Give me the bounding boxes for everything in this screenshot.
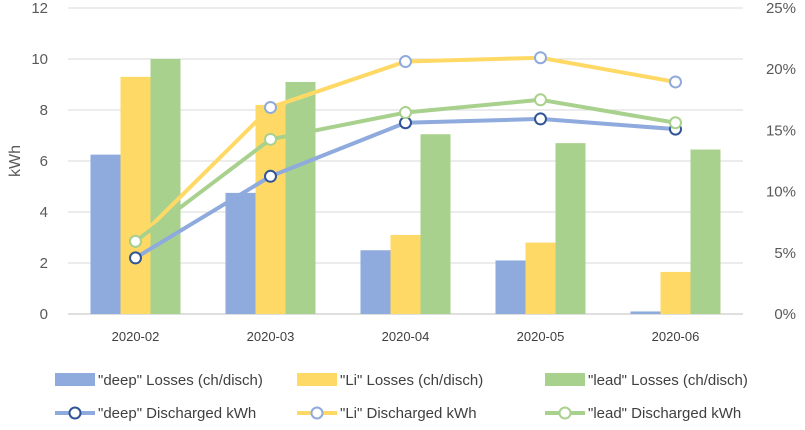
- bar: [90, 154, 121, 314]
- line-point: [264, 100, 277, 114]
- y-axis-ticks: 0 2 4 6 8 10 12: [31, 0, 48, 323]
- y-tick-label: 2: [40, 255, 48, 272]
- line-point: [669, 75, 682, 89]
- x-tick-label: 2020-06: [652, 329, 700, 344]
- y2-tick-label: 10%: [766, 184, 796, 201]
- legend-swatch: [297, 373, 337, 386]
- legend-marker: [558, 406, 572, 420]
- bar: [225, 192, 256, 314]
- legend-swatch: [545, 373, 585, 386]
- bar: [420, 134, 451, 314]
- x-axis-ticks: 2020-02 2020-03 2020-04 2020-05 2020-06: [112, 329, 700, 344]
- legend: "deep" Losses (ch/disch) "Li" Losses (ch/…: [55, 372, 748, 422]
- line-point: [399, 55, 412, 69]
- line-series: [129, 51, 682, 265]
- bar: [390, 234, 421, 314]
- bar: [285, 81, 316, 314]
- line-point: [264, 132, 277, 146]
- legend-label: "deep" Losses (ch/disch): [98, 372, 263, 389]
- line-point: [669, 116, 682, 130]
- legend-label: "lead" Discharged kWh: [588, 405, 741, 422]
- bar: [120, 76, 151, 314]
- y2-tick-label: 25%: [766, 0, 796, 17]
- x-tick-label: 2020-03: [247, 329, 295, 344]
- legend-label: "deep" Discharged kWh: [98, 405, 256, 422]
- line-point: [399, 106, 412, 120]
- line-point: [129, 251, 142, 265]
- legend-swatch: [55, 373, 95, 386]
- y-axis-label: kWh: [7, 145, 24, 177]
- x-tick-label: 2020-02: [112, 329, 160, 344]
- bar: [360, 250, 391, 314]
- line-point: [534, 51, 547, 65]
- legend-label: "Li" Discharged kWh: [340, 405, 477, 422]
- bar: [660, 271, 691, 314]
- bar: [525, 242, 556, 314]
- y2-tick-label: 5%: [774, 245, 796, 262]
- y-tick-label: 10: [31, 51, 48, 68]
- y-tick-label: 12: [31, 0, 48, 17]
- y-tick-label: 0: [40, 306, 48, 323]
- y-tick-label: 8: [40, 102, 48, 119]
- legend-marker: [310, 406, 324, 420]
- line-point: [534, 93, 547, 107]
- bar: [150, 59, 181, 314]
- bar: [630, 311, 661, 314]
- y-tick-label: 4: [40, 204, 48, 221]
- bar: [690, 149, 721, 314]
- bar: [555, 143, 586, 314]
- y2-tick-label: 20%: [766, 61, 796, 78]
- x-tick-label: 2020-05: [517, 329, 565, 344]
- x-tick-label: 2020-04: [382, 329, 430, 344]
- legend-label: "Li" Losses (ch/disch): [340, 372, 483, 389]
- bar-series: [90, 59, 721, 315]
- y2-tick-label: 15%: [766, 122, 796, 139]
- y2-axis-ticks: 0% 5% 10% 15% 20% 25%: [766, 0, 796, 323]
- y2-tick-label: 0%: [774, 306, 796, 323]
- series-line: [134, 55, 676, 243]
- legend-marker: [68, 406, 82, 420]
- line-point: [534, 112, 547, 126]
- legend-label: "lead" Losses (ch/disch): [588, 372, 748, 389]
- y-tick-label: 6: [40, 153, 48, 170]
- line-point: [264, 169, 277, 183]
- line-point: [129, 234, 142, 248]
- bar: [495, 260, 526, 314]
